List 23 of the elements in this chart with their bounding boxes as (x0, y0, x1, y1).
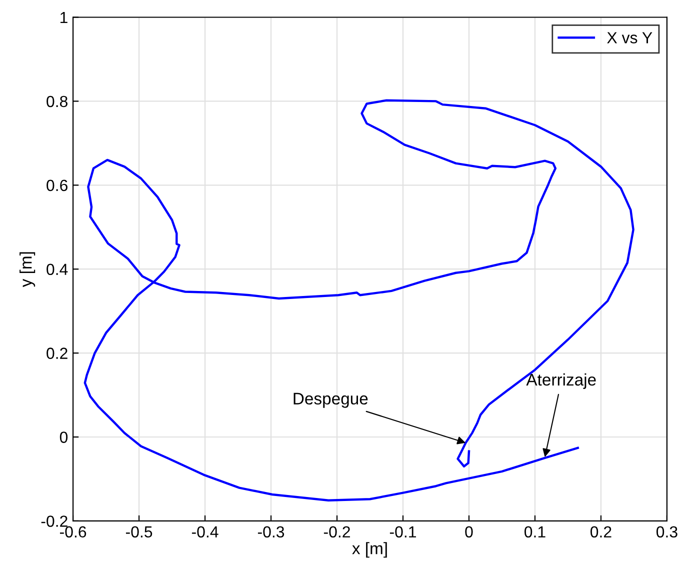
x-tick-label: 0.3 (656, 526, 678, 538)
y-tick-label: -0.2 (41, 516, 68, 527)
annotation: Despegue (294, 392, 368, 408)
x-tick-label: -0.4 (192, 526, 218, 538)
y-tick-label: 0.2 (46, 348, 68, 359)
x-tick-label: -0.2 (324, 526, 350, 538)
x-axis-title: x [m] (352, 542, 387, 558)
y-tick-label: 0.6 (46, 180, 68, 192)
y-tick-label: 0.8 (46, 96, 68, 108)
x-tick-label: -0.1 (390, 526, 416, 538)
y-axis-title: y [m] (20, 252, 36, 288)
x-tick-label: 0.1 (524, 526, 546, 538)
y-tick-label: 1 (60, 12, 68, 24)
y-tick-label: 0.4 (46, 264, 68, 276)
x-tick-label: -0.5 (126, 526, 152, 538)
line-series (84, 99, 634, 502)
annotation: Aterrizaje (526, 373, 596, 389)
y-tick-label: 0 (60, 432, 68, 443)
x-tick-label: -0.3 (258, 526, 284, 538)
legend-label: X vs Y (607, 32, 652, 44)
x-tick-label: -0.6 (60, 526, 86, 538)
x-tick-label: 0.2 (590, 526, 612, 538)
x-tick-label: 0 (465, 526, 473, 538)
